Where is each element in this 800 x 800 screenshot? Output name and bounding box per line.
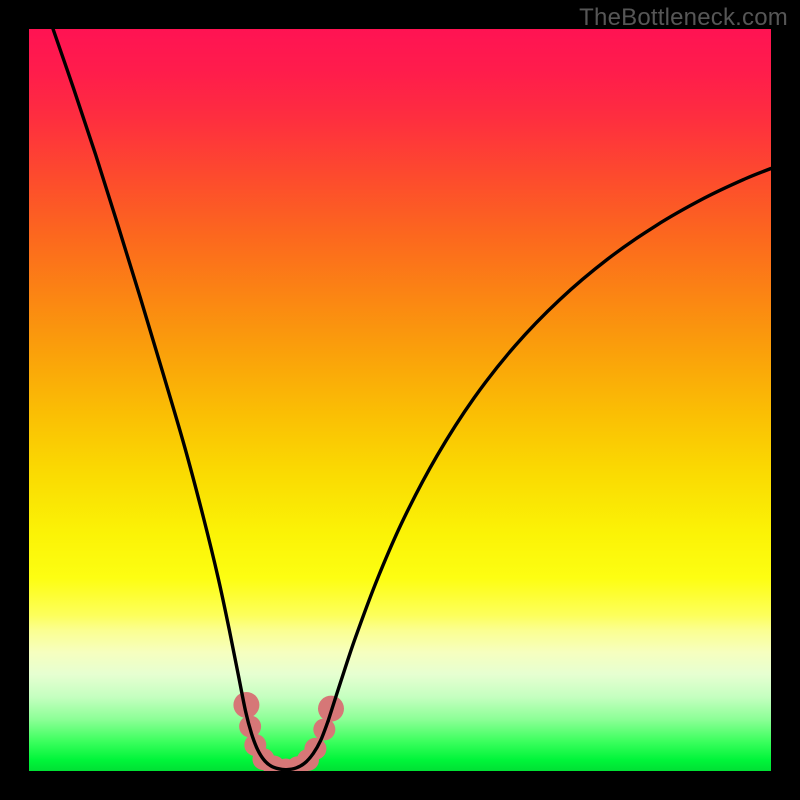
plot-area xyxy=(29,29,771,771)
gradient-background xyxy=(29,29,771,771)
plot-svg xyxy=(29,29,771,771)
watermark-text: TheBottleneck.com xyxy=(579,4,788,32)
chart-container: TheBottleneck.com xyxy=(0,0,800,800)
